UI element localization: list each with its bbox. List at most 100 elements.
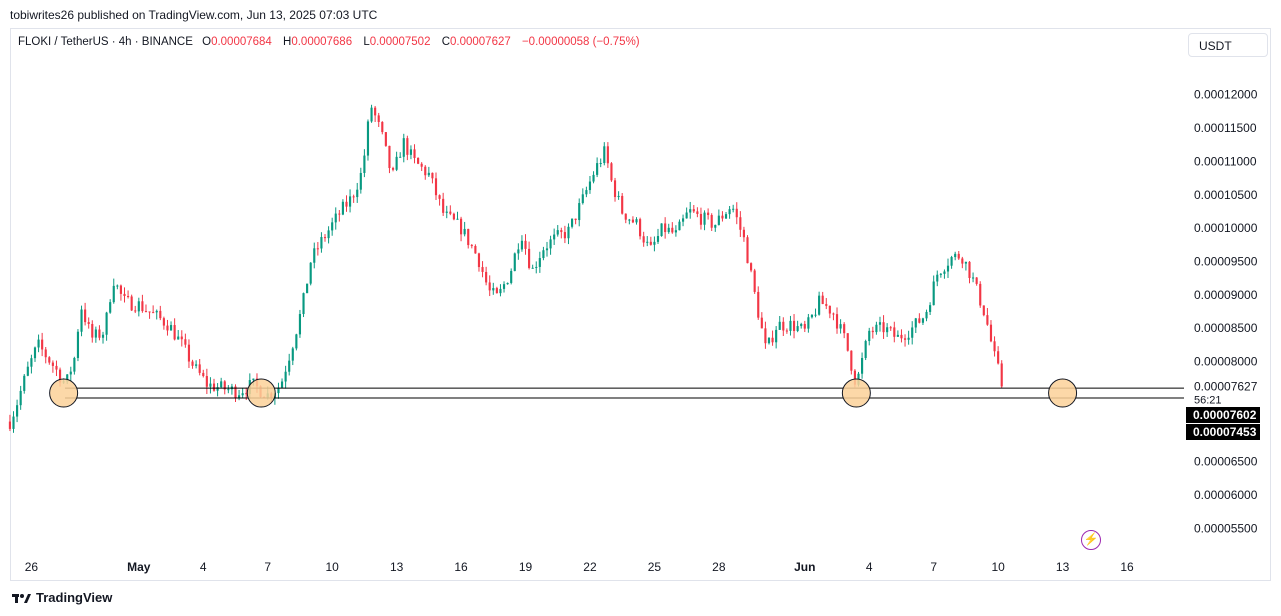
- candle-body: [80, 309, 83, 332]
- x-axis-tick-label: 13: [1056, 560, 1070, 574]
- candle-body: [234, 386, 237, 399]
- support-touch-marker: [841, 378, 871, 408]
- candle-body: [66, 374, 69, 382]
- candle-body: [778, 321, 781, 330]
- y-axis-tick-label: 0.00012000: [1194, 88, 1258, 102]
- candle-body: [94, 329, 97, 338]
- candle-body: [348, 196, 352, 207]
- legend-open-value: 0.00007684: [211, 36, 272, 48]
- candle-body: [148, 311, 151, 313]
- candle-body: [141, 301, 144, 312]
- x-axis-tick-label: 28: [712, 560, 726, 574]
- candle-body: [334, 213, 337, 223]
- candle-body: [306, 283, 309, 294]
- candle-body: [198, 364, 201, 373]
- candle-body: [377, 115, 380, 122]
- candle-body: [420, 163, 423, 167]
- candle-body: [345, 201, 348, 207]
- candle-body: [424, 166, 427, 176]
- candle-body: [828, 305, 831, 314]
- x-axis-tick-label: 4: [866, 560, 873, 574]
- candle-body: [513, 253, 516, 271]
- candle-body: [510, 270, 513, 283]
- candle-body: [606, 146, 609, 164]
- candle-body: [818, 295, 821, 315]
- candle-body: [134, 310, 137, 312]
- candle-body: [714, 224, 717, 228]
- tradingview-brand[interactable]: TradingView: [12, 590, 112, 605]
- candle-body: [689, 209, 692, 213]
- candle-body: [123, 293, 126, 297]
- candle-body: [291, 348, 294, 361]
- candle-body: [313, 248, 316, 263]
- candle-body: [911, 327, 914, 338]
- candle-body: [728, 209, 731, 215]
- lightning-icon[interactable]: ⚡: [1081, 530, 1101, 550]
- legend-open-label: O: [202, 36, 212, 48]
- candle-body: [596, 163, 599, 175]
- legend-low-value: 0.00007502: [369, 36, 431, 48]
- candle-body: [993, 341, 996, 352]
- candle-body: [903, 338, 907, 340]
- legend-close-label: C: [441, 36, 450, 48]
- chart-frame: [10, 28, 1271, 581]
- candle-body: [467, 228, 470, 246]
- candle-body: [545, 248, 549, 251]
- candle-body: [409, 149, 413, 155]
- candle-body: [764, 328, 767, 344]
- candle-body: [932, 281, 935, 306]
- candle-body: [205, 376, 208, 387]
- candle-body: [724, 214, 728, 219]
- symbol-legend: FLOKI / TetherUS · 4h · BINANCE O0.00007…: [18, 36, 648, 48]
- candle-body: [184, 339, 187, 345]
- candle-body: [277, 387, 280, 394]
- legend-high-value: 0.00007686: [291, 36, 353, 48]
- candle-body: [782, 321, 785, 331]
- candle-body: [549, 239, 552, 249]
- x-axis-tick-label: 7: [930, 560, 937, 574]
- candle-body: [524, 240, 527, 249]
- candle-body: [642, 236, 645, 243]
- candle-body: [563, 232, 566, 239]
- candle-body: [896, 334, 899, 337]
- candle-body: [710, 215, 713, 228]
- candle-body: [538, 258, 541, 267]
- x-axis-tick-label: 26: [25, 560, 39, 574]
- candle-body: [280, 381, 284, 388]
- candle-body: [581, 194, 584, 204]
- y-axis-tick-label: 0.00011000: [1194, 154, 1257, 168]
- legend-close-value: 0.00007627: [450, 36, 511, 48]
- candle-body: [109, 302, 112, 313]
- candle-body: [681, 218, 685, 222]
- candle-body: [517, 249, 520, 254]
- candle-body: [954, 253, 957, 258]
- candle-body: [556, 230, 559, 235]
- candle-body: [51, 362, 54, 366]
- y-axis-tick-label: 0.00009500: [1194, 254, 1258, 268]
- candle-body: [1000, 363, 1003, 387]
- support-touch-marker: [246, 378, 276, 408]
- candle-body: [628, 219, 631, 221]
- candle-body: [220, 381, 223, 388]
- candle-body: [101, 334, 105, 338]
- candle-body: [449, 211, 452, 214]
- candle-body: [588, 181, 592, 191]
- candle-body: [44, 349, 47, 358]
- x-axis-tick-label: 22: [583, 560, 597, 574]
- candle-body: [789, 320, 792, 331]
- y-axis-tick-label: 0.00010500: [1194, 188, 1258, 202]
- candle-body: [16, 405, 19, 417]
- candle-body: [130, 296, 133, 311]
- candle-body: [574, 218, 577, 221]
- candle-body: [610, 163, 613, 181]
- candle-body: [742, 229, 745, 238]
- candle-body: [223, 381, 226, 390]
- candle-body: [853, 370, 856, 385]
- candle-body: [288, 360, 291, 372]
- candle-body: [374, 107, 377, 116]
- candle-body: [459, 218, 463, 235]
- x-axis-tick-label: May: [127, 560, 151, 574]
- currency-button[interactable]: USDT: [1188, 33, 1268, 57]
- candle-body: [166, 325, 169, 331]
